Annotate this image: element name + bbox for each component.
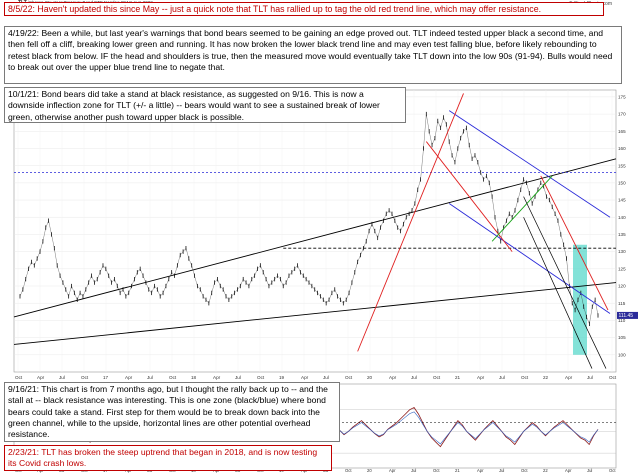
y-tick-label: 100 xyxy=(618,352,626,357)
upper-black-trendline xyxy=(13,158,617,318)
rsi-x-tick-label: Oct xyxy=(433,468,440,473)
y-tick-label: 165 xyxy=(618,129,626,134)
note-4-19-22: 4/19/22: Been a while, but last year's w… xyxy=(4,26,622,84)
black-falling-line-2 xyxy=(523,217,593,369)
x-tick-label: Jul xyxy=(587,375,593,380)
price-label-box xyxy=(617,311,638,319)
y-tick-label: 170 xyxy=(618,112,626,117)
lower-black-trendline xyxy=(13,282,617,345)
rsi-x-tick-label: Apr xyxy=(389,468,396,473)
x-tick-label: Apr xyxy=(125,375,133,380)
x-tick-label: Apr xyxy=(477,375,485,380)
x-tick-label: Apr xyxy=(565,375,573,380)
y-tick-label: 160 xyxy=(618,146,626,151)
x-tick-label: Oct xyxy=(81,375,89,380)
x-tick-label: 19 xyxy=(279,375,285,380)
rsi-x-tick-label: Jul xyxy=(499,468,504,473)
rsi-x-tick-label: 21 xyxy=(455,468,460,473)
x-tick-label: Jul xyxy=(147,375,153,380)
x-tick-label: Oct xyxy=(433,375,441,380)
x-tick-label: Oct xyxy=(169,375,177,380)
rsi-x-tick-label: Oct xyxy=(609,468,616,473)
y-tick-label: 125 xyxy=(618,266,626,271)
note-9-16-21: 9/16/21: This chart is from 7 months ago… xyxy=(4,382,340,442)
x-tick-label: 17 xyxy=(103,375,109,380)
x-tick-label: 20 xyxy=(367,375,373,380)
x-tick-label: Jul xyxy=(323,375,329,380)
x-tick-label: Jul xyxy=(59,375,65,380)
x-tick-label: Oct xyxy=(521,375,529,380)
y-tick-label: 155 xyxy=(618,163,626,168)
rsi-x-tick-label: Oct xyxy=(521,468,528,473)
y-tick-label: 175 xyxy=(618,94,626,99)
green-channel-line xyxy=(491,175,553,242)
price-label: 111.45 xyxy=(619,313,634,319)
x-tick-label: Jul xyxy=(499,375,505,380)
x-tick-label: Oct xyxy=(345,375,353,380)
upper-blue-trendline xyxy=(448,110,611,218)
y-tick-label: 145 xyxy=(618,198,626,203)
price-line xyxy=(19,114,599,325)
note-2-23-21: 2/23/21: TLT has broken the steep uptren… xyxy=(4,445,332,471)
x-tick-label: Apr xyxy=(37,375,45,380)
rsi-x-tick-label: 22 xyxy=(543,468,548,473)
x-tick-label: Apr xyxy=(213,375,221,380)
x-tick-label: Oct xyxy=(257,375,265,380)
rsi-x-tick-label: Jul xyxy=(587,468,592,473)
y-tick-label: 110 xyxy=(618,318,626,323)
x-tick-label: 18 xyxy=(191,375,197,380)
x-tick-label: Apr xyxy=(389,375,397,380)
y-tick-label: 130 xyxy=(618,249,626,254)
rsi-x-tick-label: Jul xyxy=(411,468,416,473)
price-panel-frame xyxy=(13,89,617,373)
x-tick-label: 21 xyxy=(455,375,461,380)
y-tick-label: 135 xyxy=(618,232,626,237)
y-tick-label: 120 xyxy=(618,284,626,289)
x-tick-label: Oct xyxy=(609,375,617,380)
rsi-x-tick-label: Apr xyxy=(565,468,572,473)
x-tick-label: Jul xyxy=(411,375,417,380)
x-tick-label: Oct xyxy=(15,375,23,380)
highlight-zone xyxy=(573,244,587,355)
black-falling-line xyxy=(523,196,607,369)
red-downtrend-line xyxy=(540,175,609,311)
falling-blue-trendline xyxy=(448,203,611,314)
note-8-5-22: 8/5/22: Haven't updated this since May -… xyxy=(4,2,604,16)
y-tick-label: 105 xyxy=(618,335,626,340)
old-red-trendline xyxy=(425,141,513,252)
x-tick-label: Apr xyxy=(301,375,309,380)
x-tick-label: 22 xyxy=(543,375,549,380)
rsi-x-tick-label: 20 xyxy=(367,468,372,473)
y-tick-label: 140 xyxy=(618,215,626,220)
note-10-1-21: 10/1/21: Bond bears did take a stand at … xyxy=(4,87,406,123)
red-uptrend-line xyxy=(357,93,464,352)
y-tick-label: 115 xyxy=(618,301,626,306)
y-tick-label: 150 xyxy=(618,180,626,185)
rsi-x-tick-label: Oct xyxy=(345,468,352,473)
rsi-x-tick-label: Apr xyxy=(477,468,484,473)
x-tick-label: Jul xyxy=(235,375,241,380)
